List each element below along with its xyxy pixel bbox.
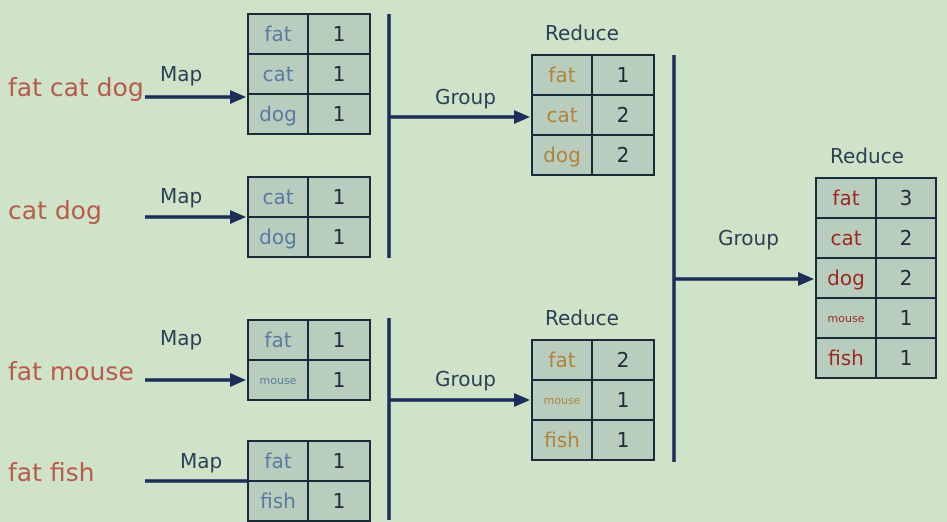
map-table: fat 1 fish 1 <box>247 440 371 522</box>
value-text: 1 <box>617 428 630 452</box>
value-cell <box>307 359 371 401</box>
map-label: Map <box>160 184 202 208</box>
map-label: Map <box>180 449 222 473</box>
value-cell <box>307 480 371 522</box>
value-text: 1 <box>333 102 346 126</box>
value-text: 3 <box>900 186 913 210</box>
value-text: 1 <box>900 306 913 330</box>
key-cell <box>247 53 309 95</box>
value-text: 1 <box>333 489 346 513</box>
key-text: fat <box>264 22 291 46</box>
key-cell <box>247 13 309 55</box>
map-table: fat 1 mouse 1 <box>247 319 371 401</box>
key-cell <box>247 319 309 361</box>
value-text: 1 <box>333 62 346 86</box>
reduce-label: Reduce <box>545 21 619 45</box>
key-text: cat <box>262 185 293 209</box>
input-text: fat cat dog <box>8 73 144 102</box>
key-text: fat <box>832 186 859 210</box>
value-text: 2 <box>617 143 630 167</box>
map-table: fat 1 cat 1 dog 1 <box>247 13 371 135</box>
value-text: 2 <box>900 226 913 250</box>
key-text: fat <box>264 449 291 473</box>
value-cell <box>875 217 937 259</box>
value-cell <box>591 419 655 461</box>
input-text: fat fish <box>8 458 95 487</box>
key-cell <box>247 359 309 401</box>
key-text: cat <box>262 62 293 86</box>
reduce-label: Reduce <box>545 306 619 330</box>
value-cell <box>307 93 371 135</box>
value-text: 1 <box>617 63 630 87</box>
value-cell <box>307 319 371 361</box>
key-text: cat <box>546 103 577 127</box>
map-arrow <box>145 90 246 104</box>
reduce-label: Reduce <box>830 144 904 168</box>
value-text: 1 <box>333 22 346 46</box>
key-text: fat <box>264 328 291 352</box>
value-text: 1 <box>333 185 346 209</box>
key-text: mouse <box>828 312 865 325</box>
key-cell <box>815 297 877 339</box>
value-cell <box>307 216 371 258</box>
key-text: dog <box>827 266 865 290</box>
key-cell <box>815 217 877 259</box>
key-cell <box>531 339 593 381</box>
value-cell <box>875 297 937 339</box>
key-text: fish <box>544 428 580 452</box>
value-text: 1 <box>617 388 630 412</box>
group-arrow <box>389 110 530 124</box>
key-text: mouse <box>260 374 297 387</box>
group-label: Group <box>718 226 779 250</box>
value-cell <box>591 134 655 176</box>
value-text: 1 <box>333 328 346 352</box>
key-cell <box>531 419 593 461</box>
value-text: 2 <box>617 348 630 372</box>
key-cell <box>531 54 593 96</box>
input-text: cat dog <box>8 196 102 225</box>
key-cell <box>531 379 593 421</box>
value-text: 1 <box>333 449 346 473</box>
key-text: fish <box>828 346 864 370</box>
map-table: cat 1 dog 1 <box>247 176 371 258</box>
key-text: fat <box>548 348 575 372</box>
value-cell <box>307 176 371 218</box>
value-cell <box>875 337 937 379</box>
value-text: 1 <box>333 225 346 249</box>
value-cell <box>875 257 937 299</box>
value-cell <box>307 440 371 482</box>
group-label: Group <box>435 85 496 109</box>
key-text: fat <box>548 63 575 87</box>
key-text: dog <box>259 225 297 249</box>
map-label: Map <box>160 326 202 350</box>
value-text: 1 <box>900 346 913 370</box>
map-arrow <box>145 210 246 224</box>
map-label: Map <box>160 62 202 86</box>
group-arrow <box>389 393 530 407</box>
group-arrow <box>674 272 814 286</box>
key-text: fish <box>260 489 296 513</box>
key-text: mouse <box>544 394 581 407</box>
value-text: 2 <box>900 266 913 290</box>
final-reduce-table: fat 3 cat 2 dog 2 mouse 1 fish 1 <box>815 177 937 379</box>
reduce-table: fat 1 cat 2 dog 2 <box>531 54 655 176</box>
key-cell <box>815 337 877 379</box>
value-cell <box>591 339 655 381</box>
value-text: 2 <box>617 103 630 127</box>
group-label: Group <box>435 367 496 391</box>
value-text: 1 <box>333 368 346 392</box>
input-text: fat mouse <box>8 357 134 386</box>
key-text: dog <box>543 143 581 167</box>
value-cell <box>591 54 655 96</box>
key-cell <box>531 134 593 176</box>
map-arrow <box>145 373 246 387</box>
reduce-table: fat 2 mouse 1 fish 1 <box>531 339 655 461</box>
key-text: dog <box>259 102 297 126</box>
key-text: cat <box>830 226 861 250</box>
